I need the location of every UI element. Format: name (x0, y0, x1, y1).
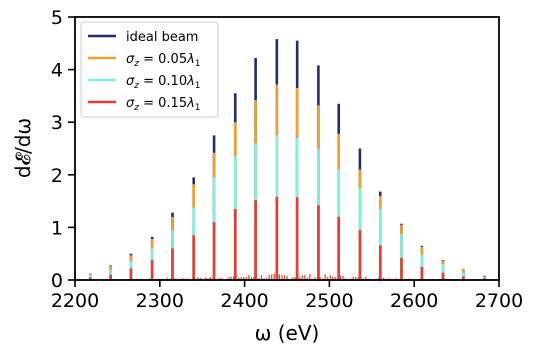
x-tick-label: 2700 (475, 290, 523, 312)
y-tick-label: 1 (51, 217, 63, 239)
y-tick-label: 5 (51, 7, 63, 29)
y-axis-label: d𝓔/dω (11, 118, 35, 178)
noise-layer (82, 273, 492, 280)
legend-label: σz = 0.10λ1 (126, 74, 201, 91)
y-tick-label: 3 (51, 112, 63, 134)
legend-label: σz = 0.15λ1 (126, 96, 201, 113)
y-tick-label: 2 (51, 165, 63, 187)
x-tick-label: 2500 (305, 290, 353, 312)
legend-box (80, 21, 219, 118)
legend-item: σz = 0.15λ1 (88, 96, 201, 113)
legend-label: ideal beam (126, 30, 198, 45)
ticks-layer: 2200 2300 2400 2500 2600 2700 0 1 2 3 4 5 (51, 7, 523, 312)
x-axis-label: ω (eV) (255, 321, 320, 345)
plot-frame (74, 16, 500, 281)
x-tick-label: 2400 (220, 290, 268, 312)
legend-item: σz = 0.05λ1 (88, 52, 201, 69)
series-3 (88, 135, 486, 280)
y-tick-label: 4 (51, 60, 63, 82)
legend-item: ideal beam (88, 30, 198, 45)
series-layer (88, 39, 486, 280)
x-tick-label: 2600 (390, 290, 438, 312)
legend-label: σz = 0.05λ1 (126, 52, 201, 69)
y-tick-label: 0 (51, 270, 63, 292)
x-tick-label: 2300 (136, 290, 184, 312)
legend-item: σz = 0.10λ1 (88, 74, 201, 91)
series-4 (88, 196, 486, 280)
legend: ideal beam σz = 0.05λ1 σz = 0.10λ1 σz = 0.1… (80, 21, 219, 118)
x-tick-label: 2200 (51, 290, 99, 312)
